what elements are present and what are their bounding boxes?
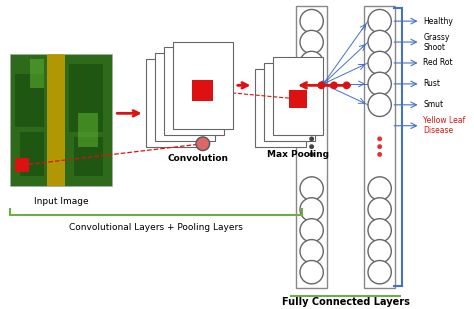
Bar [296, 6, 327, 288]
Bar [164, 47, 224, 135]
Bar [173, 42, 233, 129]
Circle shape [309, 137, 314, 141]
Circle shape [377, 144, 382, 149]
Circle shape [320, 80, 327, 87]
Circle shape [300, 72, 323, 95]
Circle shape [300, 219, 323, 242]
Circle shape [377, 152, 382, 157]
Circle shape [300, 198, 323, 221]
Bar [146, 59, 207, 147]
Circle shape [368, 260, 392, 284]
Circle shape [309, 152, 314, 157]
Circle shape [377, 137, 382, 141]
Bar [20, 132, 45, 176]
Circle shape [196, 137, 210, 150]
Circle shape [368, 219, 392, 242]
Circle shape [368, 93, 392, 116]
Text: Rust: Rust [423, 79, 440, 88]
Circle shape [300, 177, 323, 200]
Bar [30, 59, 45, 88]
Text: Convolution: Convolution [167, 154, 228, 163]
Circle shape [300, 93, 323, 116]
Bar [15, 74, 45, 127]
Bar [273, 57, 323, 135]
Text: Red Rot: Red Rot [423, 58, 453, 67]
Circle shape [368, 51, 392, 75]
Bar [192, 79, 213, 101]
Text: Yellow Leaf
Disease: Yellow Leaf Disease [423, 116, 465, 135]
Circle shape [368, 198, 392, 221]
Circle shape [300, 10, 323, 33]
Circle shape [330, 82, 338, 89]
Bar [15, 158, 29, 172]
Circle shape [300, 239, 323, 263]
Bar [364, 6, 395, 288]
Bar [264, 63, 315, 141]
Text: Healthy: Healthy [423, 17, 453, 26]
Bar [69, 64, 103, 132]
Text: Fully Connected Layers: Fully Connected Layers [282, 298, 410, 307]
Circle shape [318, 82, 325, 89]
Circle shape [368, 10, 392, 33]
Bar [289, 90, 307, 108]
Text: Max Pooling: Max Pooling [267, 150, 329, 159]
Bar [73, 137, 103, 176]
Circle shape [300, 30, 323, 54]
Bar [47, 54, 65, 186]
Circle shape [300, 260, 323, 284]
Bar [10, 54, 112, 186]
Text: Smut: Smut [423, 100, 444, 109]
Circle shape [343, 82, 350, 89]
Circle shape [300, 51, 323, 75]
Circle shape [368, 30, 392, 54]
Bar [255, 69, 306, 147]
Circle shape [368, 72, 392, 95]
Text: Convolutional Layers + Pooling Layers: Convolutional Layers + Pooling Layers [69, 222, 243, 231]
Bar [155, 53, 216, 141]
Bar [78, 112, 98, 147]
Text: Input Image: Input Image [34, 197, 89, 206]
Circle shape [368, 177, 392, 200]
Circle shape [368, 239, 392, 263]
Text: Grassy
Shoot: Grassy Shoot [423, 32, 450, 52]
Circle shape [309, 144, 314, 149]
